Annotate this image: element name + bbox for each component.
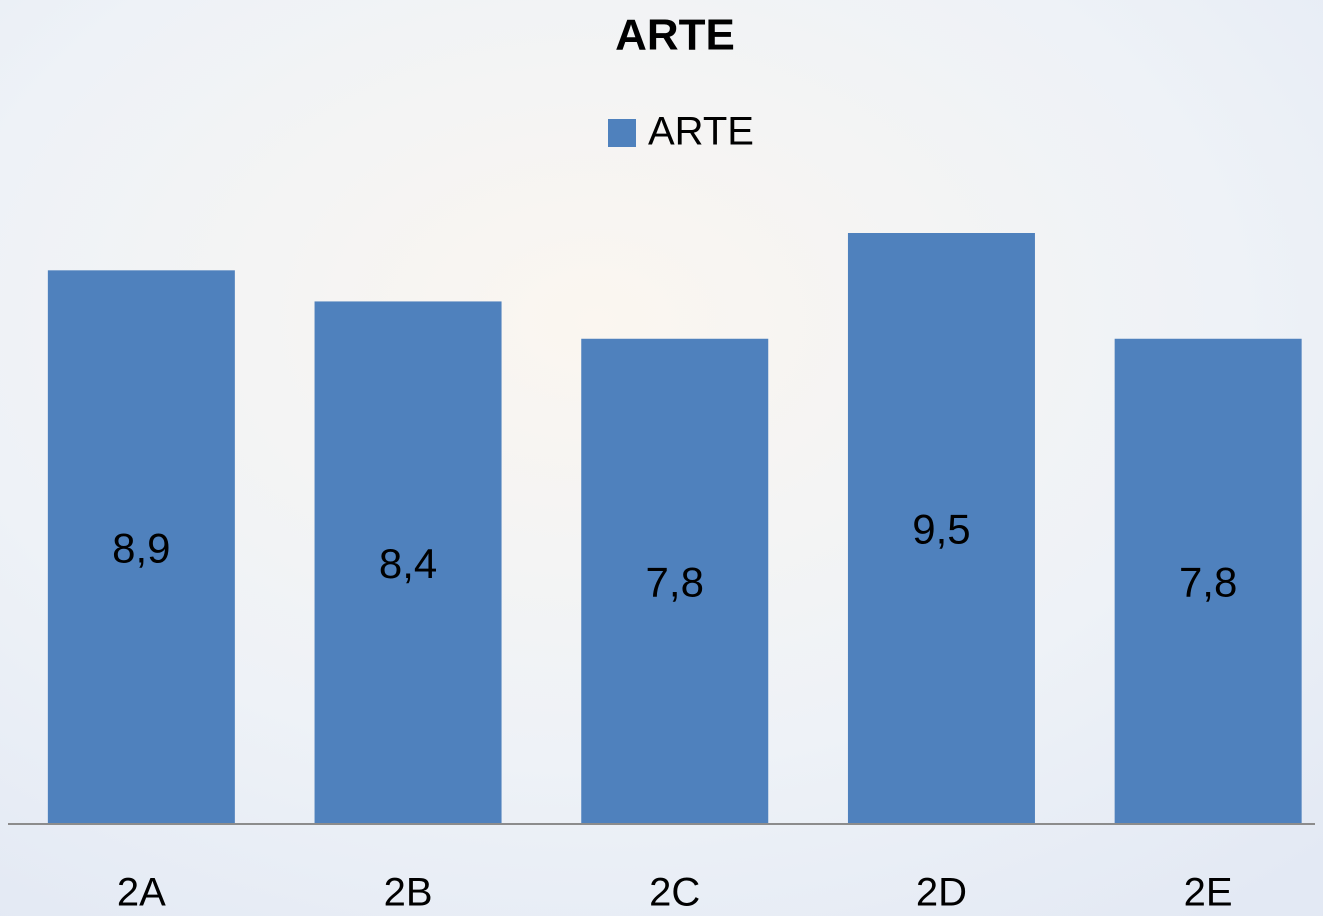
x-tick-label: 2D [916,871,967,915]
legend-label: ARTE [648,110,754,154]
x-tick-label: 2E [1184,871,1233,915]
value-label: 8,4 [379,540,437,587]
value-label: 9,5 [912,506,970,553]
legend-swatch [608,119,636,147]
bar [581,338,769,824]
x-tick-label: 2C [649,871,700,915]
bar [847,233,1035,824]
chart-title: ARTE [615,11,735,60]
x-tick-label: 2A [117,871,166,915]
value-label: 7,8 [1179,558,1237,605]
x-tick-label: 2B [384,871,433,915]
bar [47,270,235,825]
bar [314,301,502,824]
value-label: 7,8 [646,558,704,605]
bar [1114,338,1302,824]
value-label: 8,9 [112,524,170,571]
